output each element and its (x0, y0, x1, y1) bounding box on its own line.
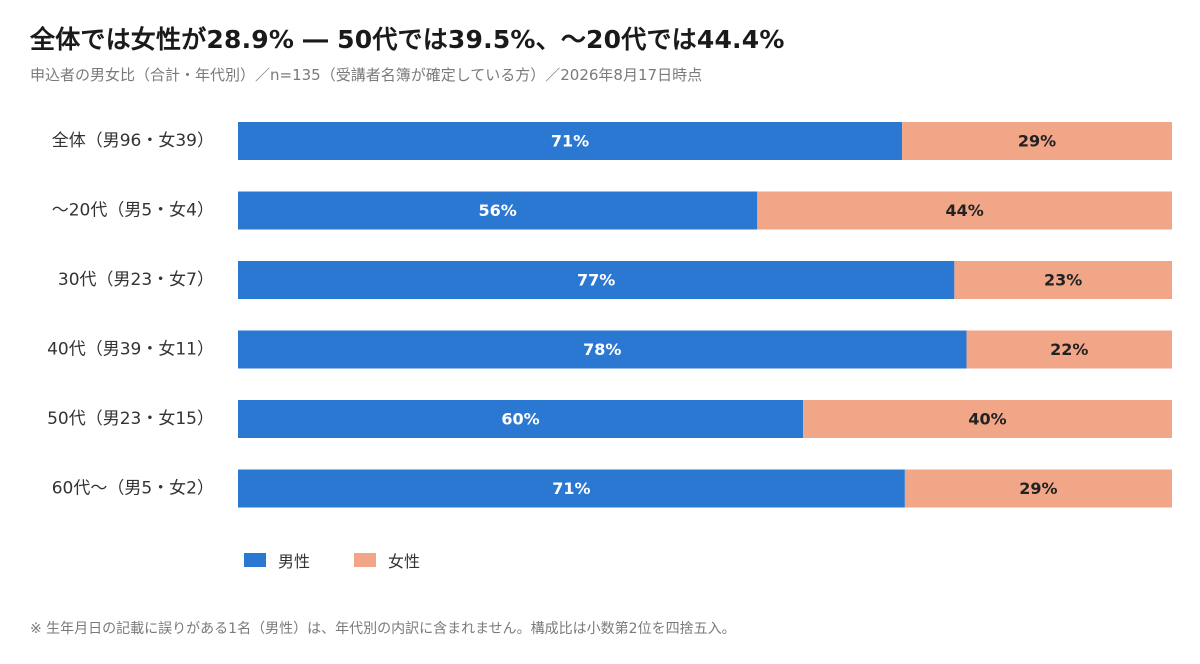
bar-segment-female (902, 122, 1172, 160)
legend-item-male: 男性 (244, 548, 310, 572)
data-label-male: 56% (479, 201, 517, 220)
bar-segment-female (966, 330, 1172, 369)
bar-segment-male (238, 469, 905, 508)
legend-swatch-female (354, 553, 377, 567)
category-label: 30代（男23・女7） (58, 270, 214, 290)
bar-segment-male (238, 122, 903, 160)
category-label: 〜20代（男5・女4） (52, 201, 214, 221)
data-label-male: 71% (552, 479, 590, 498)
bar-segment-male (238, 330, 967, 369)
category-label: 全体（男96・女39） (52, 131, 214, 151)
data-label-female: 29% (1019, 479, 1057, 498)
chart-footnote: ※ 生年月日の記載に誤りがある1名（男性）は、年代別の内訳に含まれません。構成比… (30, 621, 736, 637)
category-label: 60代〜（男5・女2） (52, 479, 214, 499)
bar-segment-male (238, 400, 804, 438)
chart-subtitle: 申込者の男女比（合計・年代別）／n=135（受講者名簿が確定している方）／202… (30, 66, 703, 84)
bar-segment-male (238, 191, 758, 230)
data-label-female: 40% (968, 410, 1006, 429)
category-label: 50代（男23・女15） (47, 409, 214, 429)
data-label-female: 29% (1018, 132, 1056, 151)
data-label-female: 23% (1044, 271, 1082, 290)
data-label-female: 22% (1050, 340, 1088, 359)
chart-title: 全体では女性が28.9% ― 50代では39.5%、〜20代では44.4% (30, 25, 785, 54)
legend-item-female: 女性 (354, 548, 420, 572)
bar-segment-female (904, 469, 1172, 508)
category-label: 40代（男39・女11） (47, 340, 214, 360)
bar-segment-female (803, 400, 1172, 438)
data-label-male: 71% (551, 132, 589, 151)
data-label-female: 44% (946, 201, 984, 220)
bar-segment-male (238, 261, 955, 299)
data-label-male: 77% (577, 271, 615, 290)
bar-segment-female (757, 191, 1172, 230)
legend-swatch-male (244, 553, 266, 567)
bar-segment-female (954, 261, 1172, 299)
legend-label-female: 女性 (388, 552, 421, 571)
data-label-male: 60% (501, 410, 539, 429)
chart-legend: 男性 女性 (244, 548, 464, 572)
legend-label-male: 男性 (278, 552, 311, 571)
data-label-male: 78% (583, 340, 621, 359)
